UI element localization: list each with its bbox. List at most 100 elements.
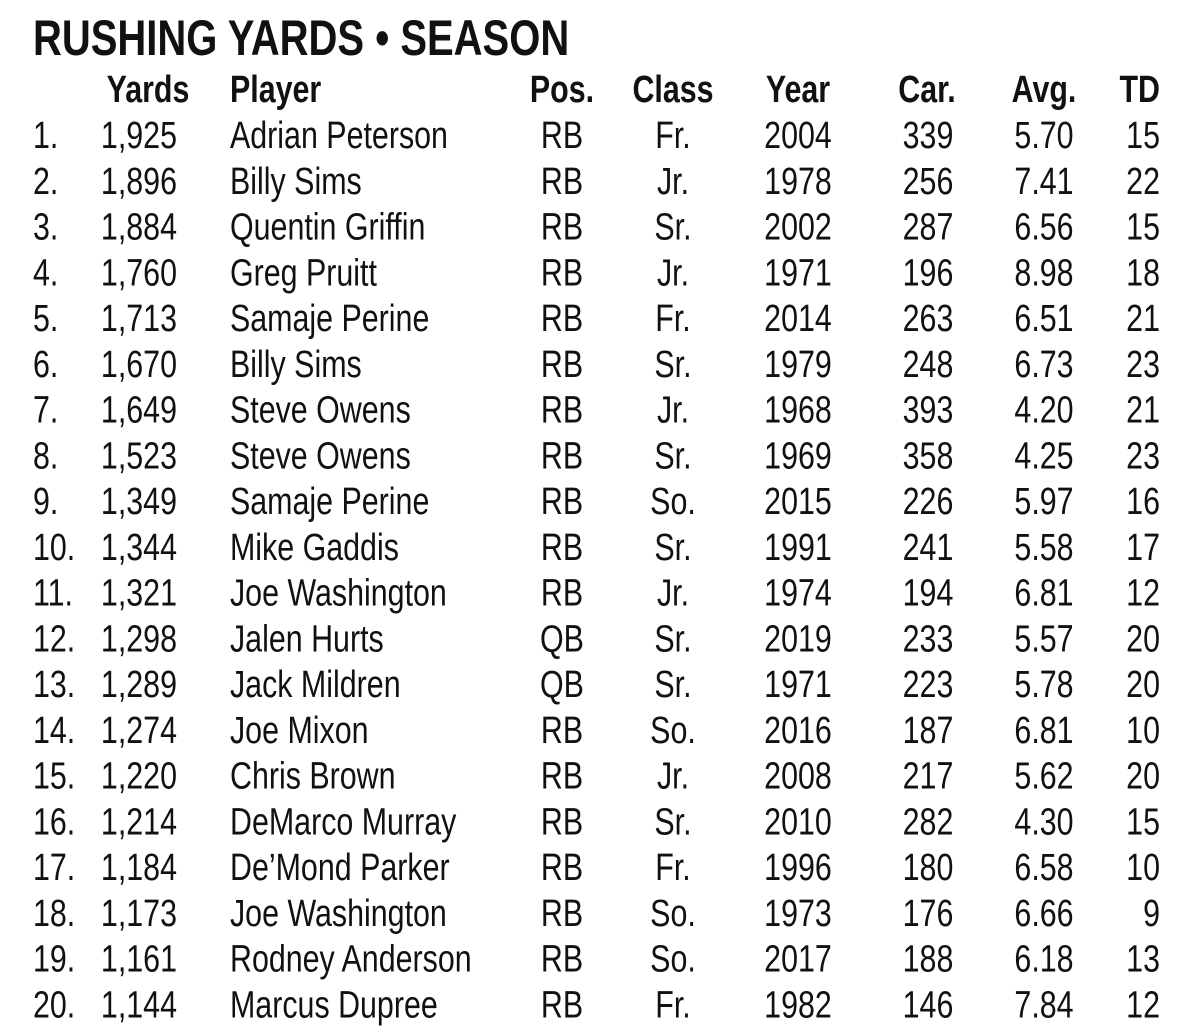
average-cell: 6.73 [1014, 344, 1073, 386]
position-cell: RB [541, 161, 583, 203]
position-cell: RB [541, 298, 583, 340]
year-cell: 1991 [764, 527, 832, 569]
position-cell: RB [541, 115, 583, 157]
touchdowns-cell: 21 [1126, 389, 1160, 431]
yards-cell: 1,220 [101, 755, 177, 797]
average-cell: 4.30 [1014, 801, 1073, 843]
touchdowns-cell: 20 [1126, 755, 1160, 797]
touchdowns-cell: 12 [1126, 984, 1160, 1026]
class-cell: Sr. [654, 618, 691, 660]
touchdowns-cell: 22 [1126, 161, 1160, 203]
average-cell: 6.18 [1014, 938, 1073, 980]
class-cell: Sr. [654, 344, 691, 386]
carries-cell: 196 [903, 252, 954, 294]
yards-cell: 1,349 [101, 481, 177, 523]
rank-cell: 2. [33, 161, 58, 203]
average-cell: 5.62 [1014, 755, 1073, 797]
column-header: Class [632, 69, 713, 111]
rank-cell: 9. [33, 481, 58, 523]
year-cell: 2010 [764, 801, 832, 843]
class-cell: Jr. [657, 161, 689, 203]
column-header: TD [1119, 69, 1160, 111]
position-cell: RB [541, 344, 583, 386]
year-cell: 2016 [764, 710, 832, 752]
player-cell: Samaje Perine [230, 298, 429, 340]
touchdowns-cell: 9 [1143, 893, 1160, 935]
position-cell: RB [541, 435, 583, 477]
year-cell: 1996 [764, 847, 832, 889]
touchdowns-cell: 17 [1126, 527, 1160, 569]
yards-cell: 1,925 [101, 115, 177, 157]
year-cell: 1971 [764, 664, 832, 706]
class-cell: Sr. [654, 527, 691, 569]
player-cell: Billy Sims [230, 344, 362, 386]
column-header: Car. [898, 69, 955, 111]
average-cell: 5.57 [1014, 618, 1073, 660]
carries-cell: 226 [903, 481, 954, 523]
column-header: Player [230, 69, 321, 111]
year-cell: 1968 [764, 389, 832, 431]
position-cell: RB [541, 755, 583, 797]
position-cell: RB [541, 847, 583, 889]
rank-cell: 7. [33, 389, 58, 431]
touchdowns-cell: 23 [1126, 344, 1160, 386]
carries-cell: 256 [903, 161, 954, 203]
position-cell: RB [541, 206, 583, 248]
rank-cell: 4. [33, 252, 58, 294]
carries-cell: 194 [903, 572, 954, 614]
column-header: Yards [107, 69, 190, 111]
average-cell: 6.58 [1014, 847, 1073, 889]
rank-cell: 18. [33, 893, 75, 935]
average-cell: 8.98 [1014, 252, 1073, 294]
year-cell: 1973 [764, 893, 832, 935]
rank-cell: 8. [33, 435, 58, 477]
yards-cell: 1,884 [101, 206, 177, 248]
carries-cell: 233 [903, 618, 954, 660]
carries-cell: 282 [903, 801, 954, 843]
carries-cell: 223 [903, 664, 954, 706]
yards-cell: 1,184 [101, 847, 177, 889]
year-cell: 2017 [764, 938, 832, 980]
rank-cell: 3. [33, 206, 58, 248]
player-cell: Rodney Anderson [230, 938, 472, 980]
player-cell: Jalen Hurts [230, 618, 384, 660]
average-cell: 6.51 [1014, 298, 1073, 340]
player-cell: Mike Gaddis [230, 527, 399, 569]
class-cell: Fr. [655, 847, 690, 889]
rank-cell: 17. [33, 847, 75, 889]
year-cell: 2019 [764, 618, 832, 660]
touchdowns-cell: 20 [1126, 618, 1160, 660]
touchdowns-cell: 10 [1126, 847, 1160, 889]
average-cell: 6.81 [1014, 710, 1073, 752]
carries-cell: 241 [903, 527, 954, 569]
average-cell: 6.56 [1014, 206, 1073, 248]
class-cell: Sr. [654, 206, 691, 248]
rank-cell: 16. [33, 801, 75, 843]
player-cell: Adrian Peterson [230, 115, 448, 157]
position-cell: RB [541, 527, 583, 569]
year-cell: 1969 [764, 435, 832, 477]
touchdowns-cell: 13 [1126, 938, 1160, 980]
column-header: Pos. [530, 69, 594, 111]
carries-cell: 188 [903, 938, 954, 980]
year-cell: 2008 [764, 755, 832, 797]
year-cell: 2002 [764, 206, 832, 248]
rank-cell: 12. [33, 618, 75, 660]
carries-cell: 187 [903, 710, 954, 752]
class-cell: Jr. [657, 252, 689, 294]
rank-cell: 5. [33, 298, 58, 340]
position-cell: RB [541, 572, 583, 614]
average-cell: 5.70 [1014, 115, 1073, 157]
carries-cell: 393 [903, 389, 954, 431]
player-cell: Quentin Griffin [230, 206, 425, 248]
player-cell: Jack Mildren [230, 664, 401, 706]
position-cell: RB [541, 801, 583, 843]
class-cell: So. [650, 481, 696, 523]
class-cell: Jr. [657, 389, 689, 431]
player-cell: Chris Brown [230, 755, 396, 797]
touchdowns-cell: 21 [1126, 298, 1160, 340]
carries-cell: 358 [903, 435, 954, 477]
rank-cell: 11. [33, 572, 73, 614]
position-cell: RB [541, 710, 583, 752]
